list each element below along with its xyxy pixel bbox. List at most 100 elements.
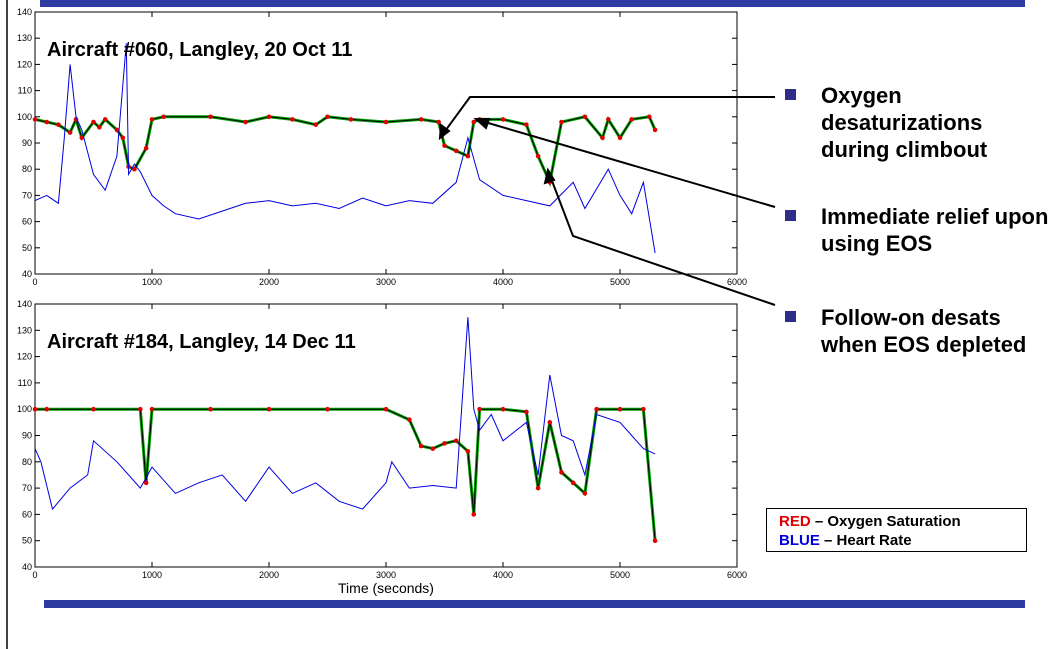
oxygen-point <box>143 145 149 151</box>
bullet-square-icon <box>785 89 796 100</box>
oxygen-point <box>559 470 564 475</box>
y-tick-label: 70 <box>22 483 32 493</box>
oxygen-point <box>91 406 96 412</box>
oxygen-point <box>477 406 482 412</box>
oxygen-point <box>442 143 447 148</box>
oxygen-point <box>407 417 412 423</box>
legend-red-keyword: RED <box>779 513 811 530</box>
arrow-desat-climbout <box>439 96 775 139</box>
bullet-text: Oxygen desaturizations during climbout <box>821 83 988 162</box>
oxygen-point <box>97 124 102 130</box>
oxygen-point <box>500 406 506 412</box>
oxygen-point <box>208 406 213 412</box>
oxygen-point <box>44 119 49 125</box>
x-tick-label: 1000 <box>142 570 162 580</box>
oxygen-point <box>559 119 564 125</box>
oxygen-point <box>418 443 424 449</box>
oxygen-point <box>348 117 354 122</box>
oxygen-point <box>161 114 166 120</box>
y-tick-label: 40 <box>22 562 32 572</box>
oxygen-point <box>594 406 599 412</box>
y-tick-label: 80 <box>22 164 32 174</box>
oxygen-point <box>436 119 441 125</box>
oxygen-point <box>547 420 553 425</box>
oxygen-point <box>453 438 459 444</box>
y-tick-label: 110 <box>18 86 32 96</box>
x-tick-label: 2000 <box>259 277 279 287</box>
oxygen-point <box>453 148 459 154</box>
y-tick-label: 120 <box>17 59 32 69</box>
x-axis-label: Time (seconds) <box>338 580 434 596</box>
bullet-text: Immediate relief upon using EOS <box>821 204 1049 256</box>
x-tick-label: 2000 <box>259 570 279 580</box>
oxygen-point <box>471 119 477 125</box>
y-tick-label: 90 <box>22 431 32 441</box>
y-tick-label: 40 <box>22 269 32 279</box>
x-tick-label: 3000 <box>376 570 396 580</box>
oxygen-point <box>143 480 149 486</box>
heart-rate-line <box>34 317 656 511</box>
bullet-square-icon <box>785 210 796 221</box>
oxygen-point <box>524 122 529 127</box>
oxygen-point <box>617 135 623 141</box>
y-tick-label: 90 <box>22 138 32 148</box>
x-tick-label: 0 <box>32 277 37 287</box>
oxygen-point <box>582 114 588 120</box>
y-tick-label: 50 <box>22 243 32 253</box>
color-legend: RED – Oxygen Saturation BLUE – Heart Rat… <box>766 508 1027 552</box>
oxygen-point <box>471 512 477 517</box>
x-tick-label: 0 <box>32 570 37 580</box>
y-tick-label: 70 <box>22 190 32 200</box>
arrowhead-follow-on-desats <box>543 167 556 185</box>
legend-heart-row: BLUE – Heart Rate <box>779 531 1026 550</box>
x-tick-label: 5000 <box>610 570 630 580</box>
y-tick-label: 140 <box>17 299 32 309</box>
oxygen-point <box>325 114 330 120</box>
chart-aircraft-184: 40 50 60 70 80 90 100 110 120 130 140 0 1000 2000 3000… <box>17 299 747 596</box>
oxygen-point <box>646 114 652 120</box>
y-tick-label: 130 <box>17 325 32 335</box>
x-tick-label: 4000 <box>493 570 513 580</box>
legend-blue-text: – Heart Rate <box>819 532 912 549</box>
arrowhead-immediate-relief <box>473 118 491 130</box>
y-tick-label: 100 <box>17 112 32 122</box>
oxygen-point <box>290 117 295 122</box>
chart-title: Aircraft #184, Langley, 14 Dec 11 <box>47 331 356 353</box>
y-tick-label: 140 <box>17 7 32 17</box>
chart-title: Aircraft #060, Langley, 20 Oct 11 <box>47 39 352 61</box>
bullet-square-icon <box>785 311 796 322</box>
oxygen-point <box>149 406 155 412</box>
y-tick-label: 80 <box>22 457 32 467</box>
oxygen-point <box>582 491 588 496</box>
oxygen-point <box>132 166 137 172</box>
oxygen-point <box>67 130 73 135</box>
y-tick-label: 60 <box>22 509 32 519</box>
legend-blue-keyword: BLUE <box>779 532 820 549</box>
plot-area <box>34 303 738 568</box>
oxygen-point <box>465 448 471 454</box>
oxygen-point <box>606 117 611 122</box>
x-tick-label: 1000 <box>142 277 162 287</box>
oxygen-point <box>79 135 85 141</box>
oxygen-point <box>570 480 576 486</box>
oxygen-point <box>266 406 272 412</box>
oxygen-point <box>600 135 605 141</box>
bullet-text: Follow-on desats when EOS depleted <box>821 305 1027 357</box>
oxygen-point <box>629 117 634 122</box>
x-tick-label: 6000 <box>727 277 747 287</box>
y-tick-label: 100 <box>17 404 32 414</box>
arrow-immediate-relief <box>477 119 776 208</box>
arrowhead-desat-climbout <box>438 123 451 141</box>
oxygen-point <box>524 409 529 415</box>
oxygen-point <box>325 406 330 412</box>
oxygen-point <box>120 135 126 141</box>
oxygen-point <box>266 114 272 120</box>
y-tick-label: 110 <box>18 378 32 388</box>
oxygen-point <box>430 446 436 451</box>
annotation-arrows <box>438 96 776 306</box>
bottom-accent-bar <box>44 600 1025 608</box>
oxygen-point <box>641 406 646 412</box>
oxygen-point <box>617 406 623 412</box>
oxygen-point <box>91 119 96 125</box>
